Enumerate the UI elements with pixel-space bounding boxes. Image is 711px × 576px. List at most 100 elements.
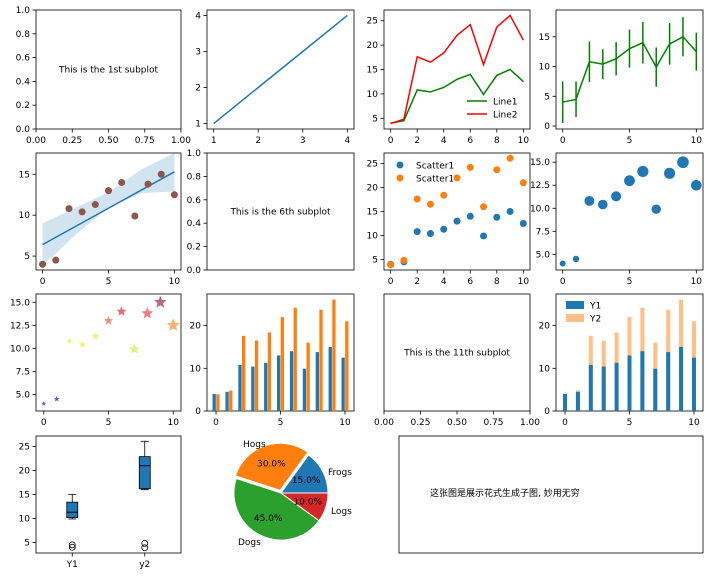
x-tick-label: 0 [562, 418, 568, 428]
star-marker [41, 401, 47, 406]
box-body [138, 456, 151, 490]
y-tick-label: 7.5 [536, 227, 550, 237]
axes-frame [206, 9, 355, 130]
x-tick-label: 0 [388, 136, 394, 146]
star-marker [104, 316, 113, 325]
y-tick-label: 15 [539, 33, 550, 43]
bubble-point [584, 195, 595, 206]
x-tick-label: 8 [494, 277, 500, 287]
y-tick-label: 7.5 [16, 367, 30, 377]
pie-slice-dogs [233, 477, 320, 541]
bar-y1 [627, 355, 632, 411]
x-tick-label: 5 [106, 277, 112, 287]
y-tick-label: 10 [367, 90, 379, 100]
line-series-line1 [390, 68, 524, 124]
y-tick-label: 25 [367, 160, 378, 170]
axes-frame [35, 293, 182, 412]
y-tick-label: 12.5 [10, 321, 30, 331]
y-tick-label: 10.0 [10, 344, 30, 354]
scatter-point [440, 225, 448, 233]
y-tick-label: 15 [19, 491, 30, 501]
axes-frame [398, 435, 704, 554]
scatter-point [480, 232, 488, 240]
x-tick-label: 0.00 [374, 418, 394, 428]
legend-label: Scatter1 [416, 175, 454, 185]
scatter-point [131, 212, 139, 220]
y-tick-label: 0.2 [187, 243, 201, 253]
scatter-point [480, 203, 488, 211]
star-marker [141, 307, 154, 319]
y-tick-label: 0.8 [16, 30, 31, 40]
line-series-line [213, 14, 348, 125]
scatter-point [91, 201, 99, 209]
scatter-point [493, 166, 501, 174]
scatter-point [519, 219, 527, 227]
bubble-point [651, 204, 661, 214]
y-tick-label: 1.0 [16, 6, 31, 16]
y-tick-label: 0 [544, 407, 550, 417]
y-tick-label: 5 [372, 114, 378, 124]
subplot-11: 0.00 0.25 0.50 0.75 1.00 This is the 11th sub… [374, 293, 540, 428]
x-tick-label: 8 [494, 136, 500, 146]
y-tick-label: 1.0 [187, 149, 202, 159]
star-marker [91, 332, 100, 340]
bar-y1 [653, 368, 658, 411]
scatter-point [466, 212, 474, 220]
subplot-5: 0 5 10 5 10 15 [19, 152, 182, 287]
y-tick-label: 5.0 [16, 390, 31, 400]
x-tick-label: 0 [41, 418, 47, 428]
subplot-3: 0 2 4 6 8 10 5 10 15 20 25 Line1 Line2 [367, 9, 531, 146]
y-tick-label: 10 [367, 231, 379, 241]
scatter-point [426, 230, 434, 238]
bubble-point [597, 199, 608, 210]
x-tick-label: 10 [691, 136, 703, 146]
axes-frame [555, 9, 704, 130]
y-tick-label: 25 [367, 17, 378, 27]
scatter-point [52, 256, 60, 264]
subplot-12: 0 5 10 0 10 20 Y1 Y2 [539, 293, 704, 428]
subplot-8: 0 5 10 5.0 7.5 10.0 12.5 15.0 [530, 152, 704, 287]
y-tick-label: 15 [19, 170, 30, 180]
bar-y1 [614, 362, 619, 411]
bar-y1 [640, 351, 645, 411]
scatter-point [39, 260, 47, 268]
legend-swatch [566, 301, 584, 309]
bar-y1 [315, 352, 319, 411]
pie-category-label: Logs [331, 507, 352, 517]
x-tick-label: 5 [106, 418, 112, 428]
legend-label: Y1 [589, 302, 601, 312]
bar-y1 [277, 355, 281, 411]
bar-y1 [601, 366, 606, 411]
x-tick-label: 2 [414, 136, 420, 146]
y-tick-label: 0.2 [16, 101, 30, 111]
bar-y2 [319, 309, 323, 411]
x-tick-label: 0 [213, 418, 219, 428]
scatter-point [506, 208, 514, 215]
scatter-point [400, 256, 408, 264]
bar-y1 [666, 352, 671, 411]
bubble-point [637, 165, 649, 178]
bar-y1 [328, 346, 332, 411]
y-tick-label: 2 [195, 84, 201, 94]
star-marker [78, 340, 87, 348]
bar-y1 [212, 393, 216, 411]
bubble-point [611, 191, 622, 202]
star-marker [166, 318, 180, 331]
bar-y2 [280, 317, 284, 411]
box-flier [141, 540, 149, 547]
bubble-point [572, 255, 580, 263]
bar-y1 [225, 391, 229, 411]
subplot-15: 这张图是展示花式生成子图, 妙用无穷 [398, 435, 704, 554]
x-tick-label: 10 [168, 418, 180, 428]
y-tick-label: 15.0 [530, 158, 550, 168]
scatter-point [506, 154, 514, 162]
y-tick-label: 5 [24, 252, 30, 262]
x-tick-label: 5 [627, 418, 633, 428]
y-tick-label: 0.4 [16, 77, 31, 87]
scatter-point [170, 191, 178, 199]
scatter-point [466, 163, 474, 171]
legend-marker [396, 161, 404, 169]
x-tick-label: 6 [467, 136, 473, 146]
bubble-point [691, 179, 702, 191]
x-tick-label: 10 [688, 418, 700, 428]
